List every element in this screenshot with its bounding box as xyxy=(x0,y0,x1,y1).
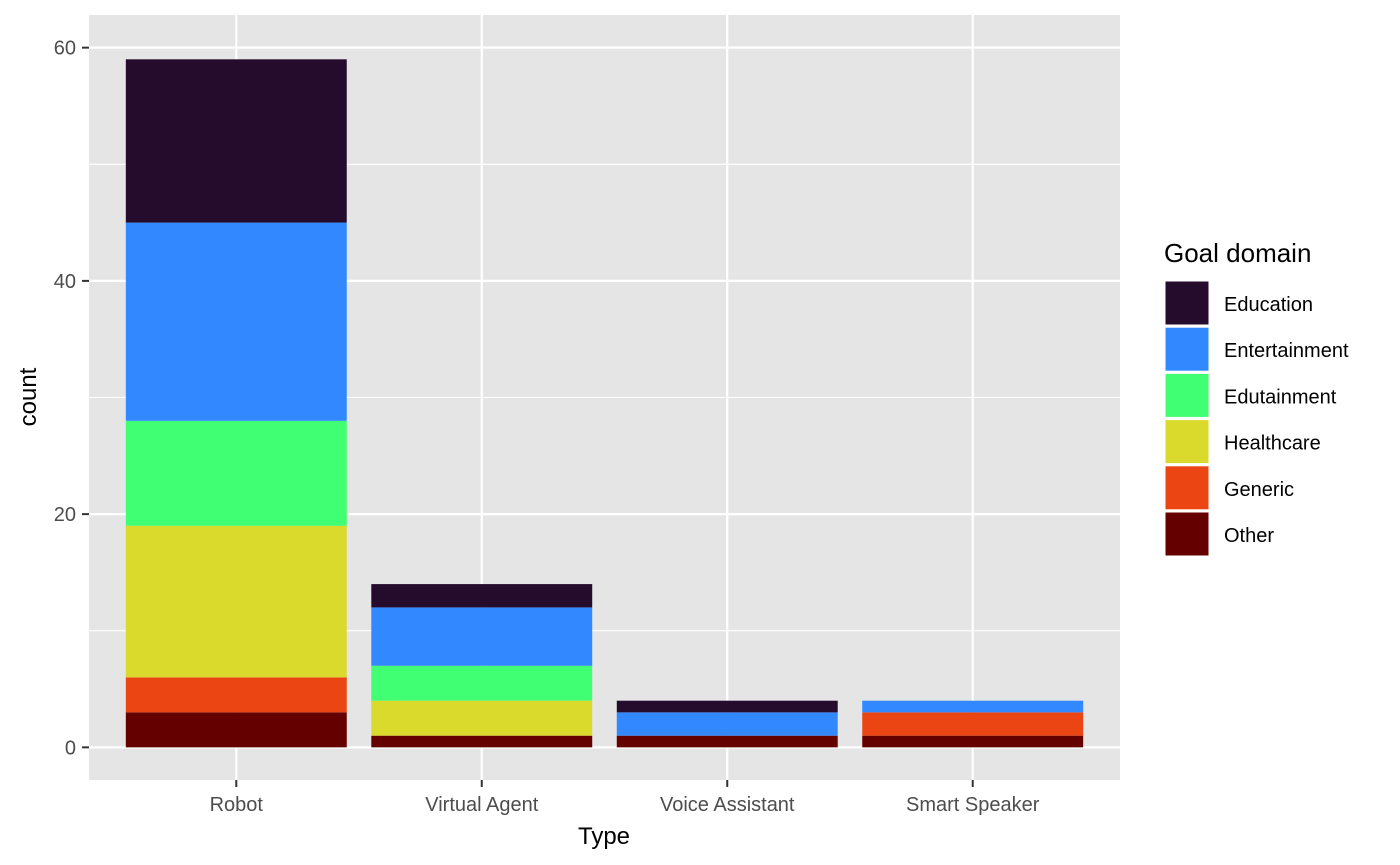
legend-swatch-generic xyxy=(1164,465,1210,511)
bar-smart-speaker-entertainment xyxy=(862,700,1084,713)
bar-robot-entertainment xyxy=(125,222,347,421)
bar-virtual-agent-entertainment xyxy=(371,607,593,666)
bar-voice-assistant-other xyxy=(616,735,838,748)
bars xyxy=(125,59,1084,748)
bar-smart-speaker-other xyxy=(862,735,1084,748)
legend-label-edutainment: Edutainment xyxy=(1224,386,1337,408)
legend-swatch-other xyxy=(1164,511,1210,557)
legend-label-healthcare: Healthcare xyxy=(1224,433,1321,455)
bar-robot-education xyxy=(125,59,347,223)
x-tick-label: Robot xyxy=(210,794,264,816)
x-tick-label: Smart Speaker xyxy=(906,794,1040,816)
legend-title: Goal domain xyxy=(1164,238,1311,268)
bar-voice-assistant-entertainment xyxy=(616,712,838,736)
bar-robot-other xyxy=(125,712,347,748)
y-axis: 0 20 40 60 xyxy=(54,38,89,759)
y-tick-label: 60 xyxy=(54,38,76,60)
y-tick-label: 40 xyxy=(54,271,76,293)
bar-robot-healthcare xyxy=(125,525,347,678)
legend-label-generic: Generic xyxy=(1224,479,1294,501)
bar-robot-edutainment xyxy=(125,420,347,526)
bar-voice-assistant-education xyxy=(616,700,838,713)
x-axis: Robot Virtual Agent Voice Assistant Smart S… xyxy=(210,780,1040,816)
legend-swatch-healthcare xyxy=(1164,419,1210,465)
bar-smart-speaker-generic xyxy=(862,712,1084,736)
y-axis-title: count xyxy=(15,367,42,426)
y-tick-label: 20 xyxy=(54,504,76,526)
legend-swatch-education xyxy=(1164,280,1210,326)
legend-label-other: Other xyxy=(1224,525,1274,547)
legend-label-entertainment: Entertainment xyxy=(1224,340,1349,362)
legend: Goal domain Education Entertainment Edutai… xyxy=(1164,238,1349,557)
legend-swatch-edutainment xyxy=(1164,372,1210,418)
y-tick-label: 0 xyxy=(65,737,76,759)
x-axis-title: Type xyxy=(578,823,630,850)
bar-virtual-agent-other xyxy=(371,735,593,748)
bar-robot-generic xyxy=(125,677,347,713)
bar-virtual-agent-healthcare xyxy=(371,700,593,736)
bar-virtual-agent-education xyxy=(371,584,593,608)
legend-swatch-entertainment xyxy=(1164,326,1210,372)
legend-label-education: Education xyxy=(1224,294,1313,316)
x-tick-label: Virtual Agent xyxy=(425,794,538,816)
bar-virtual-agent-edutainment xyxy=(371,665,593,701)
x-tick-label: Voice Assistant xyxy=(660,794,795,816)
